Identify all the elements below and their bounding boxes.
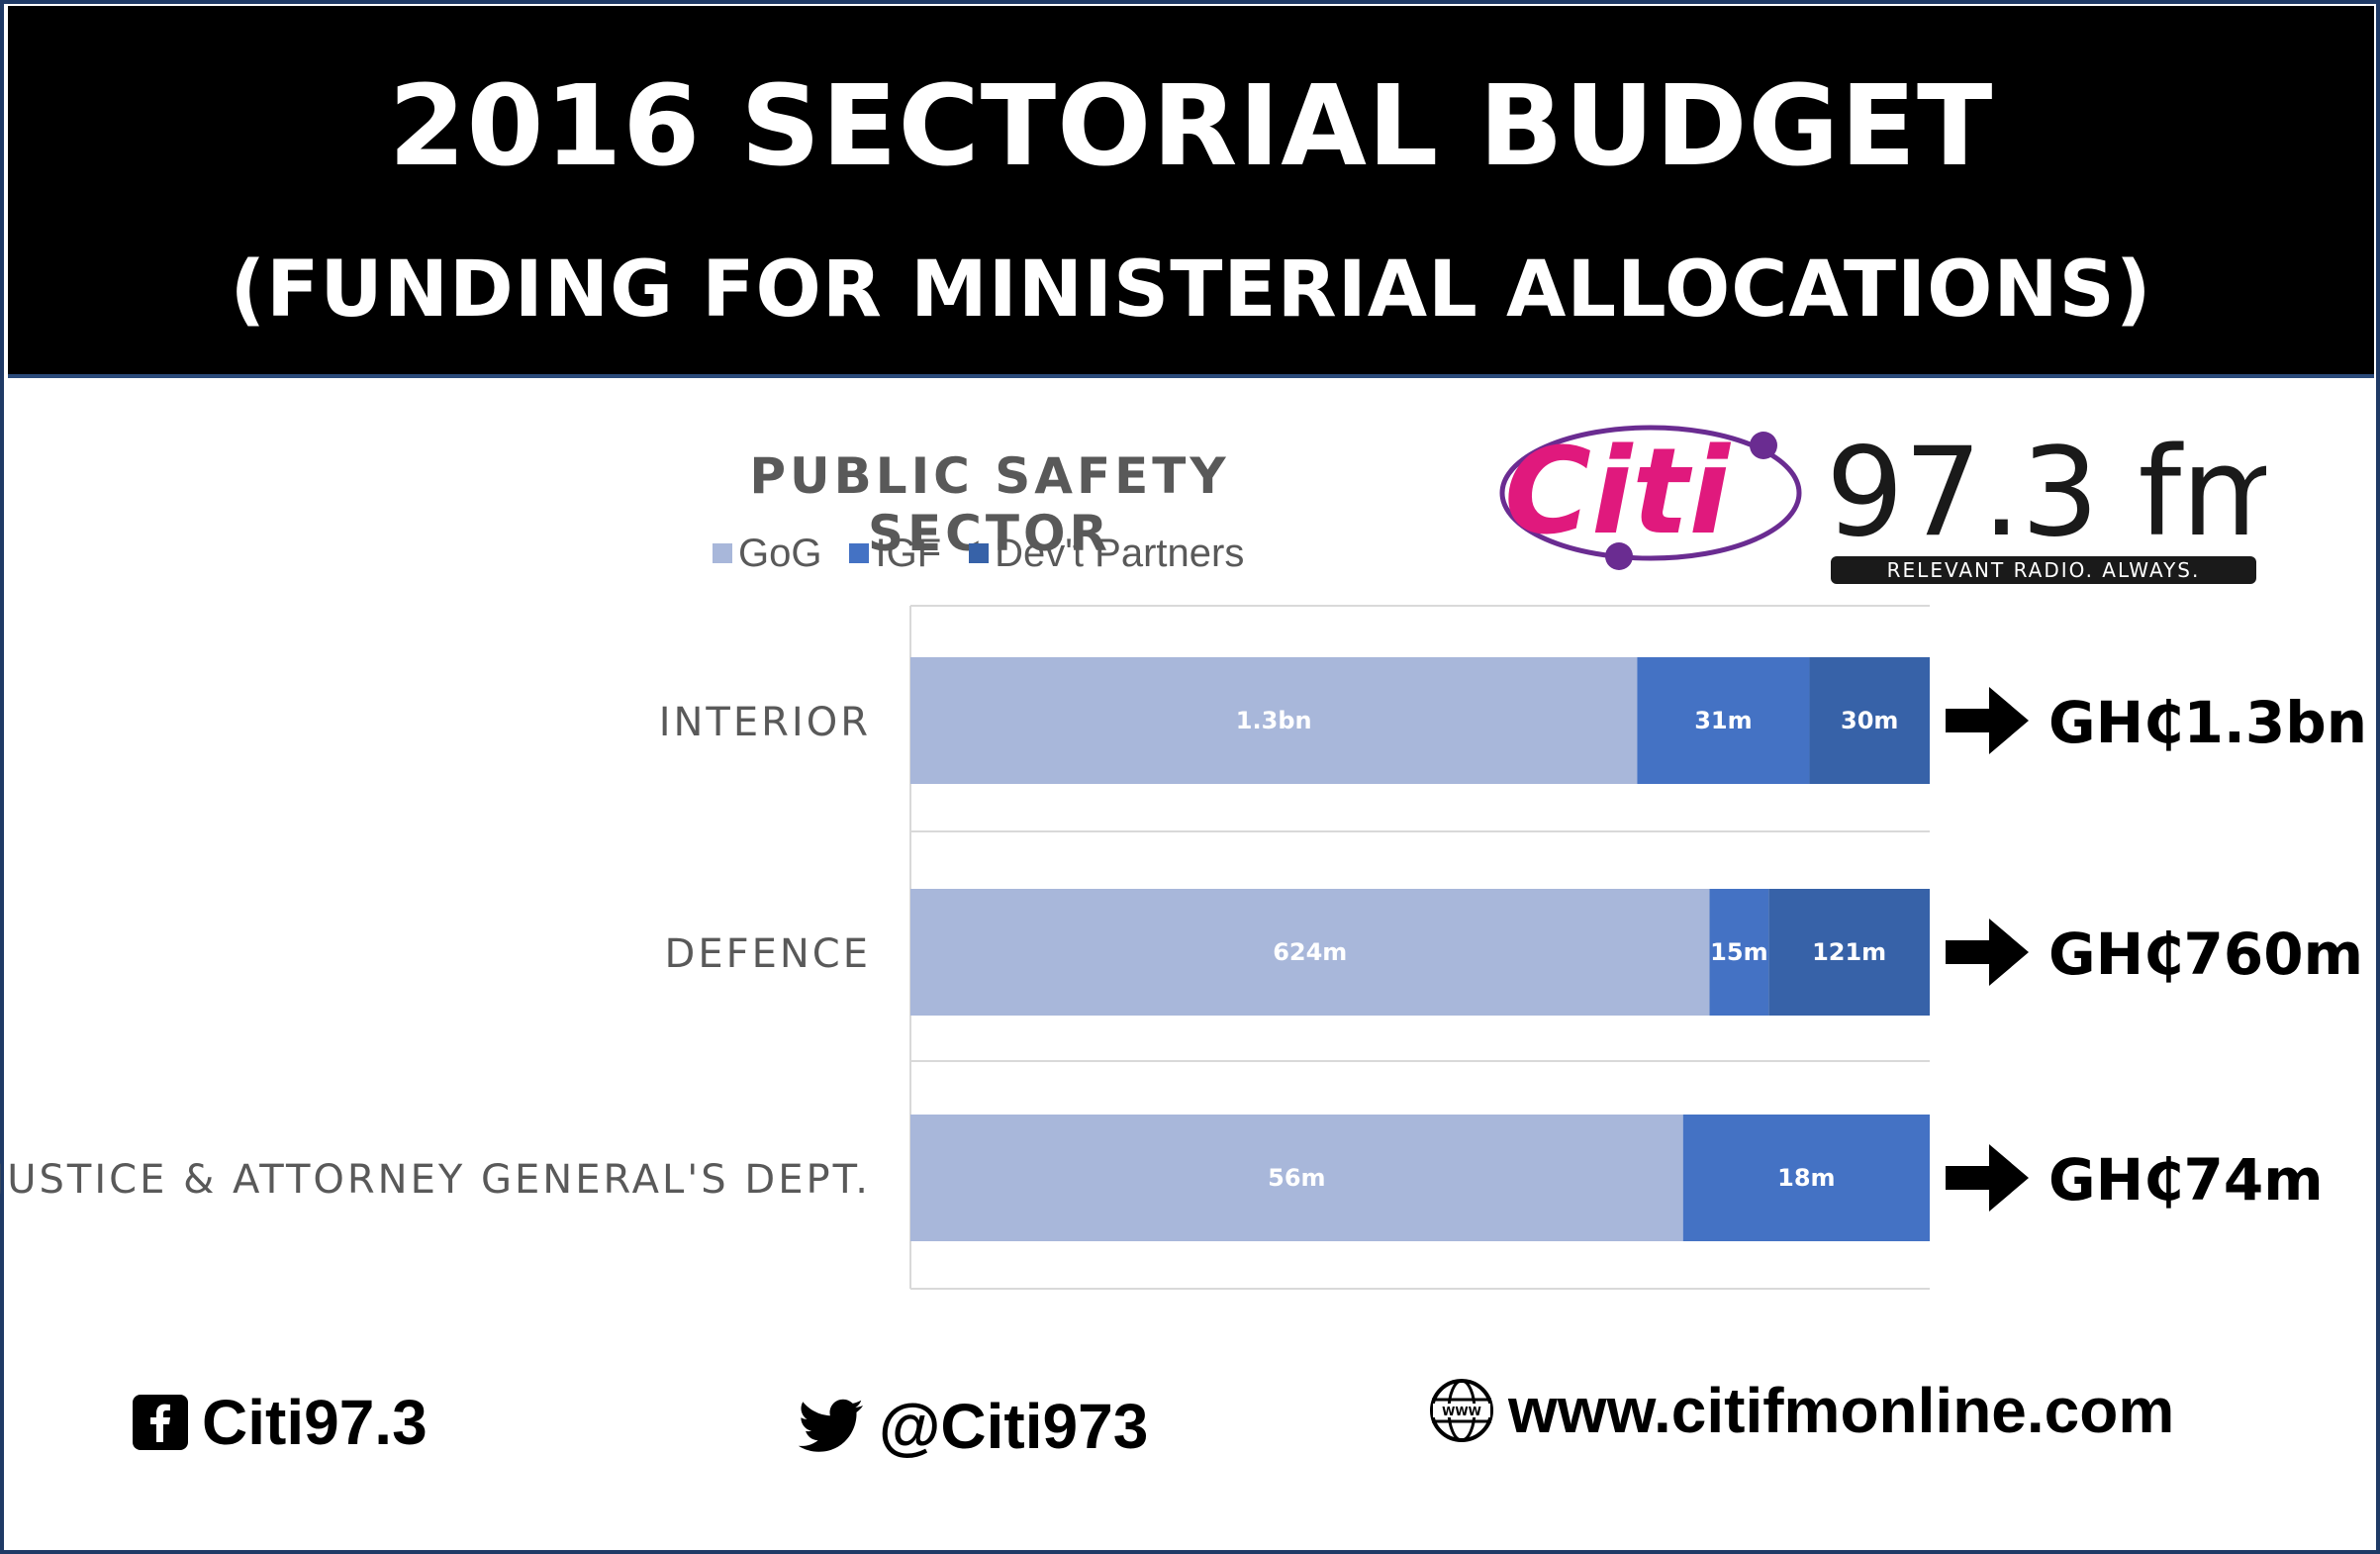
twitter-handle-text: @Citi973 [879,1391,1149,1462]
bar-row: DEFENCE 624m 15m 121m GH₵760m [665,889,2363,1016]
category-label: JUSTICE & ATTORNEY GENERAL'S DEPT. [0,1157,871,1203]
website-text: www.citifmonline.com [1508,1375,2175,1446]
page-title: 2016 SECTORIAL BUDGET [388,62,1994,191]
legend-swatch-igf [849,543,870,563]
data-label: 56m [1268,1164,1325,1192]
data-label: 15m [1710,938,1767,966]
logo-ball-icon [1605,542,1633,570]
bar-segment [1637,657,1810,784]
citi-fm-logo: Citi 97.3 fm RELEVANT RADIO. ALWAYS. [1499,422,2266,584]
bar-segment [1682,1115,1930,1241]
category-label: DEFENCE [665,931,871,977]
legend-swatch-gog [713,543,732,563]
legend-item-gog: GoG [713,532,821,576]
right-arrow-icon [1946,1144,2029,1212]
bar-row: INTERIOR 1.3bn 31m 30m GH₵1.3bn [659,657,2367,784]
data-label: 18m [1777,1164,1835,1192]
bar-segment [910,1115,1683,1241]
page-subtitle: (FUNDING FOR MINISTERIAL ALLOCATIONS) [230,245,2152,335]
data-label: 121m [1812,938,1886,966]
legend-label-igf: IGF [875,531,942,575]
logo-brand-text: Citi [1504,424,1732,561]
website-link[interactable]: WWW www.citifmonline.com [1429,1374,2174,1447]
total-label: GH₵760m [2048,921,2363,988]
facebook-icon [133,1395,188,1450]
facebook-handle-text: Citi97.3 [202,1387,428,1458]
legend-item-igf: IGF [849,532,941,576]
chart-legend: GoG IGF Dev't Partners [713,529,1244,578]
bar-segment [1809,657,1930,784]
facebook-handle[interactable]: Citi97.3 [133,1386,428,1459]
data-label: 31m [1694,707,1752,734]
logo-frequency-text: 97.3 fm [1826,422,2266,564]
bar-segment [1709,889,1769,1016]
total-label: GH₵74m [2048,1146,2324,1214]
category-label: INTERIOR [659,700,871,745]
legend-label-gog: GoG [738,531,822,575]
logo-dot-icon [1750,432,1777,459]
bar-segment [910,657,1638,784]
twitter-icon [798,1399,863,1452]
bar-segment [910,889,1710,1016]
data-label: 30m [1841,707,1898,734]
svg-text:WWW: WWW [1442,1405,1481,1418]
bar-row: JUSTICE & ATTORNEY GENERAL'S DEPT. 56m 18m… [0,1115,2324,1241]
right-arrow-icon [1946,687,2029,754]
data-label: 624m [1273,938,1347,966]
twitter-handle[interactable]: @Citi973 [798,1390,1148,1463]
header-banner: 2016 SECTORIAL BUDGET (FUNDING FOR MINIS… [8,6,2374,378]
chart-title: PUBLIC SAFETY SECTOR [749,447,1230,562]
right-arrow-icon [1946,919,2029,986]
legend-label-devt: Dev't Partners [995,531,1245,575]
logo-tagline-bar [1831,556,2256,584]
legend-swatch-devt [969,543,990,563]
globe-icon: WWW [1430,1379,1493,1442]
logo-tagline: RELEVANT RADIO. ALWAYS. [1887,558,2201,582]
legend-item-devt: Dev't Partners [969,532,1244,576]
logo-swoosh [1499,425,1802,561]
data-label: 1.3bn [1236,707,1312,734]
total-label: GH₵1.3bn [2048,689,2367,756]
bar-segment [1768,889,1930,1016]
